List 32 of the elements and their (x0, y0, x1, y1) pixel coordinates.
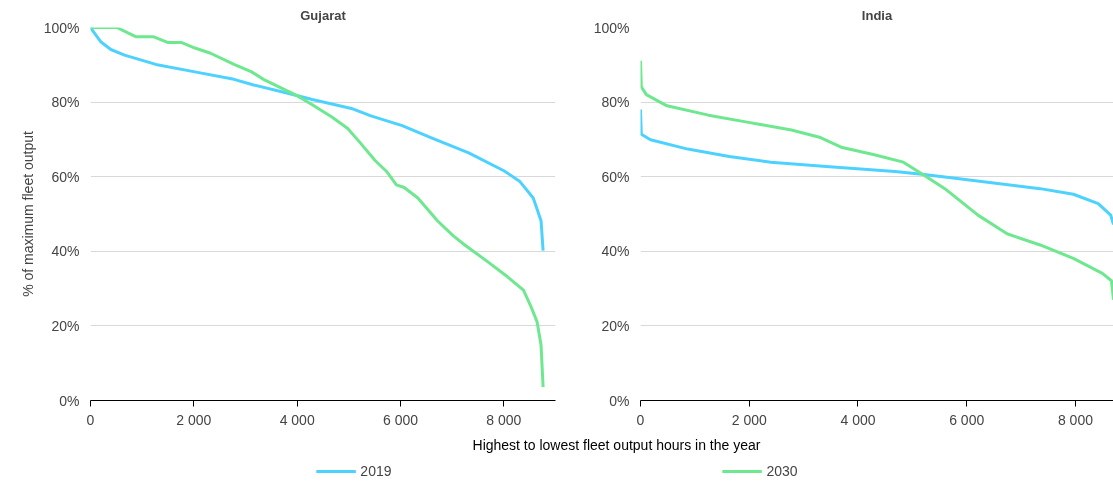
x-tick-label: 4 000 (279, 411, 315, 428)
x-tick-label: 2 000 (176, 411, 212, 428)
y-tick-label: 80% (51, 94, 80, 111)
y-axis-title: % of maximum fleet output (19, 131, 36, 297)
y-tick-label: 60% (51, 168, 80, 185)
x-tick-label: 8 000 (1057, 411, 1094, 428)
legend-label: 2030 (766, 463, 798, 479)
y-tick-label: 100% (593, 19, 630, 36)
y-tick-label: 20% (601, 317, 630, 334)
x-tick-label: 2 000 (731, 411, 767, 428)
chart-title: Gujarat (300, 7, 347, 23)
line-series (90, 27, 545, 253)
line-series (90, 27, 545, 389)
y-tick-label: 0% (59, 392, 80, 409)
x-tick-label: 0 (636, 411, 645, 428)
line-series (640, 59, 1113, 302)
y-tick-label: 60% (601, 168, 630, 185)
x-axis-title: Highest to lowest fleet output hours in the year (472, 436, 761, 455)
x-tick-label: 6 000 (949, 411, 985, 428)
y-tick-label: 100% (43, 19, 80, 36)
line-series (640, 108, 1113, 226)
y-tick-label: 40% (601, 243, 630, 260)
y-tick-label: 40% (51, 243, 80, 260)
legend-label: 2019 (360, 463, 392, 479)
x-tick-label: 6 000 (382, 411, 419, 428)
x-tick-label: 0 (86, 411, 95, 428)
y-tick-label: 20% (51, 317, 80, 334)
y-tick-label: 0% (609, 392, 630, 409)
x-tick-label: 8 000 (486, 411, 522, 428)
y-tick-label: 80% (601, 94, 630, 111)
x-tick-label: 4 000 (840, 411, 876, 428)
chart-title: India (861, 7, 893, 23)
